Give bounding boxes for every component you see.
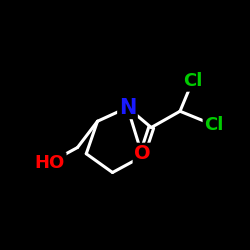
Text: N: N [119,98,136,117]
Text: O: O [134,144,151,163]
Text: Cl: Cl [204,116,224,134]
Text: HO: HO [35,154,65,172]
Text: Cl: Cl [183,72,202,90]
